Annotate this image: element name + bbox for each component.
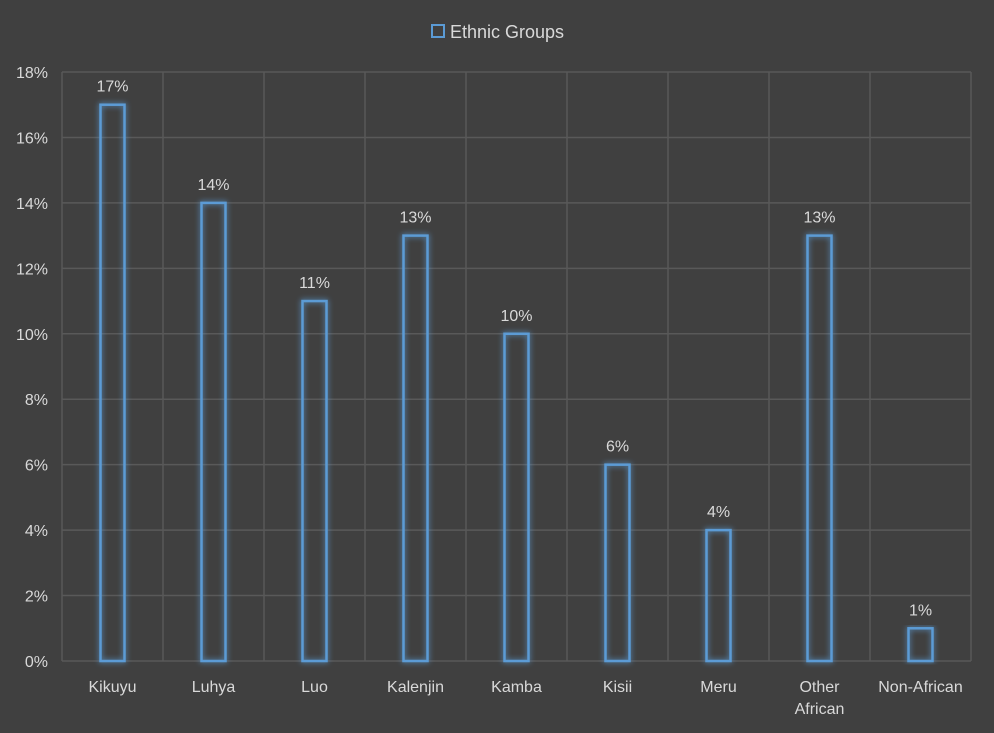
y-tick-label: 14% xyxy=(16,196,48,213)
x-category-label: Luo xyxy=(301,679,328,696)
y-axis-tick-labels: 0% 2% 4% 6% 8% 10% 12% 14% 16% 18% xyxy=(16,65,48,671)
x-category-label: Meru xyxy=(700,679,736,696)
bar xyxy=(301,299,328,663)
x-category-label: Other African xyxy=(795,679,845,718)
x-axis-category-labels: Kikuyu Luhya Luo Kalenjin Kamba Kisii Meru Othe… xyxy=(88,679,962,718)
legend-label: Ethnic Groups xyxy=(450,22,564,42)
x-category-label: Kamba xyxy=(491,679,542,696)
bar xyxy=(99,103,126,663)
data-label: 13% xyxy=(803,210,835,227)
y-tick-label: 0% xyxy=(25,654,48,671)
y-tick-label: 16% xyxy=(16,130,48,147)
y-tick-label: 2% xyxy=(25,589,48,606)
data-label: 17% xyxy=(96,79,128,96)
data-label: 11% xyxy=(299,275,330,292)
bar xyxy=(907,627,934,663)
bar xyxy=(503,332,530,663)
y-tick-label: 10% xyxy=(16,327,48,344)
data-label: 6% xyxy=(606,439,629,456)
legend: Ethnic Groups xyxy=(431,22,564,42)
bar xyxy=(705,528,732,663)
x-category-label: Luhya xyxy=(192,679,236,696)
y-tick-label: 18% xyxy=(16,65,48,82)
y-tick-label: 12% xyxy=(16,261,48,278)
bar xyxy=(604,463,631,663)
data-label: 4% xyxy=(707,504,730,521)
y-tick-label: 4% xyxy=(25,523,48,540)
x-category-label: Non-African xyxy=(878,679,962,696)
x-category-label: Kalenjin xyxy=(387,679,444,696)
y-tick-label: 8% xyxy=(25,392,48,409)
bar xyxy=(806,234,833,663)
gridlines xyxy=(61,71,972,662)
x-category-label: Kikuyu xyxy=(88,679,136,696)
data-label: 10% xyxy=(500,308,532,325)
data-labels: 17% 14% 11% 13% 10% 6% 4% 13% 1% xyxy=(96,79,932,620)
bar xyxy=(402,234,429,663)
y-tick-label: 6% xyxy=(25,458,48,475)
data-label: 14% xyxy=(197,177,229,194)
data-label: 1% xyxy=(909,602,932,619)
legend-swatch xyxy=(431,24,445,38)
bar xyxy=(200,201,227,663)
bars xyxy=(99,103,934,663)
data-label: 13% xyxy=(399,210,431,227)
x-category-label: Kisii xyxy=(603,679,632,696)
